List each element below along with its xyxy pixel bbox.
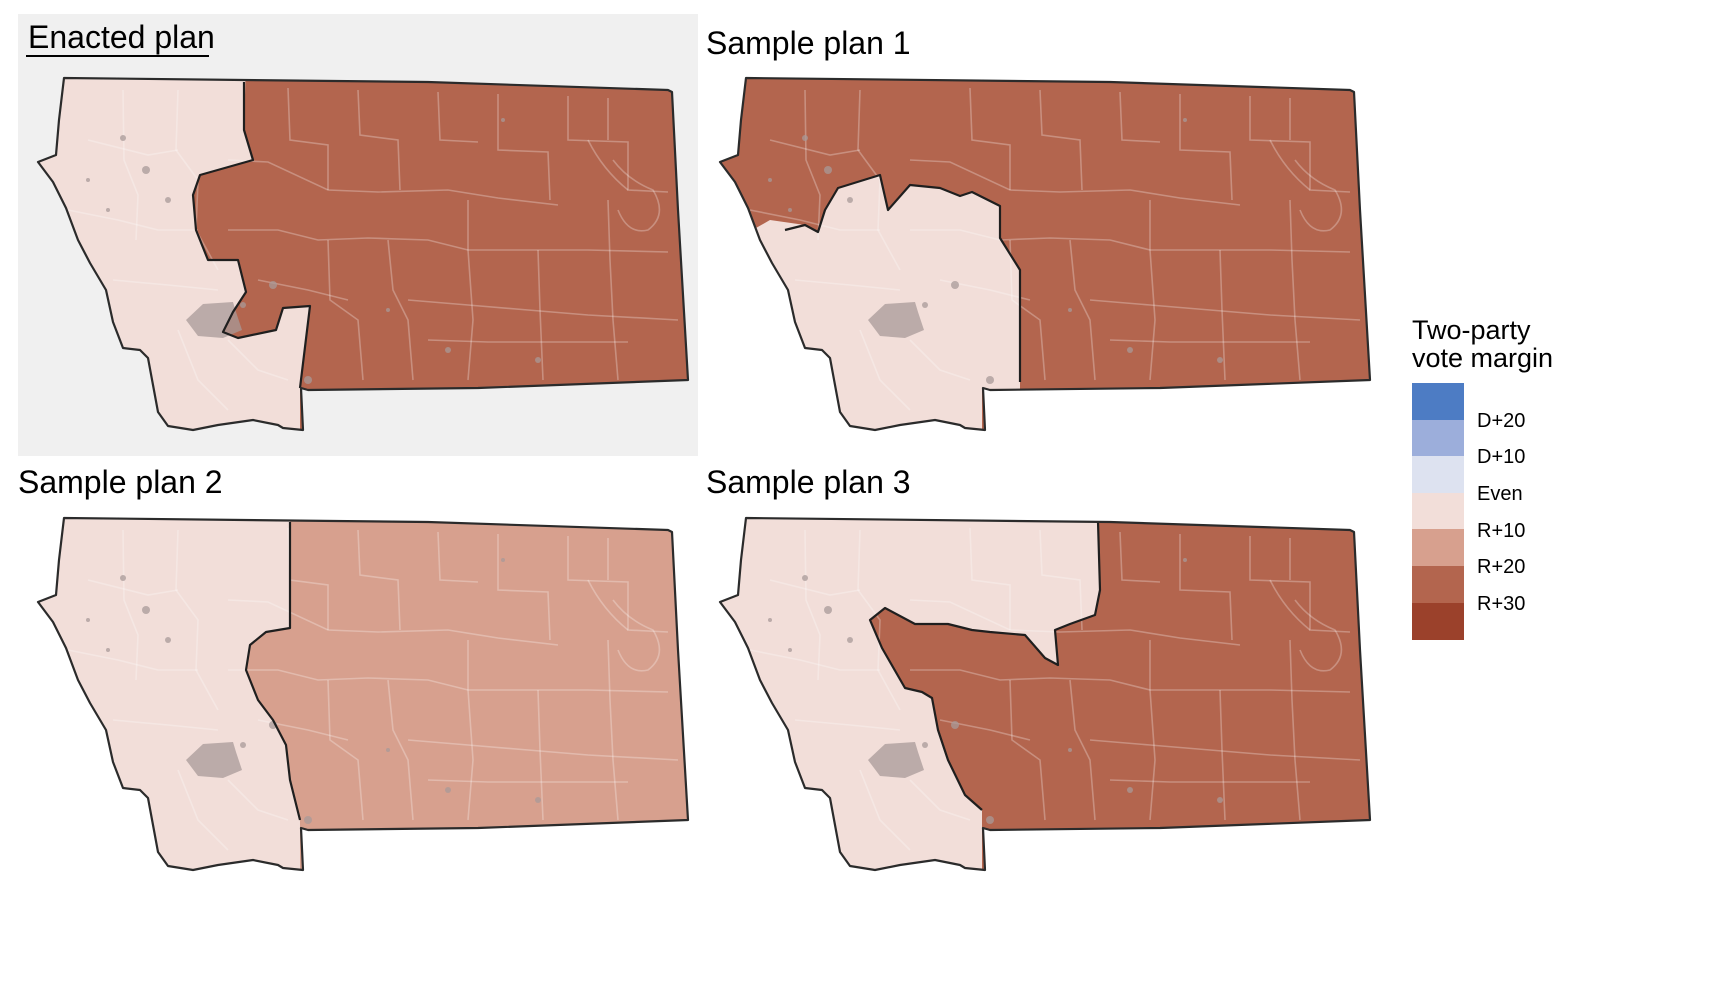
legend-label-r10: R+10 (1477, 520, 1525, 542)
district-east-sample-2 (246, 518, 688, 870)
legend-title-line-1: Two-party (1412, 315, 1531, 345)
district-boundary-sample-3 (868, 521, 1102, 811)
district-south-west-sample-1 (720, 175, 1020, 430)
legend-swatch-d20-d10 (1412, 420, 1464, 456)
legend-swatch-even-r10 (1412, 493, 1464, 529)
panel-title-sample-plan-3: Sample plan 3 (706, 464, 911, 500)
legend-label-d10: D+10 (1477, 446, 1525, 468)
map-sample-plan-1 (718, 76, 1372, 432)
legend-label-r20: R+20 (1477, 556, 1525, 578)
legend-label-r30: R+30 (1477, 593, 1525, 615)
map-sample-plan-2 (36, 516, 690, 872)
legend-label-d20: D+20 (1477, 410, 1525, 432)
legend-title-line-2: vote margin (1412, 343, 1553, 373)
panel-title-enacted-plan: Enacted plan (28, 19, 215, 55)
legend-swatch-r30 (1412, 603, 1464, 640)
panel-title-sample-plan-1: Sample plan 1 (706, 25, 911, 61)
legend-swatch-d30 (1412, 383, 1464, 420)
panel-title-sample-plan-2: Sample plan 2 (18, 464, 223, 500)
legend-swatch-d10-even (1412, 456, 1464, 493)
map-sample-plan-3 (718, 516, 1372, 872)
legend-swatch-r20-r30 (1412, 566, 1464, 603)
legend: Two-party vote margin D+20 D+10 Even R+1… (1412, 315, 1553, 640)
legend-label-even: Even (1477, 483, 1523, 505)
district-boundary-sample-1 (784, 173, 1022, 382)
legend-swatch-r10-r20 (1412, 529, 1464, 566)
district-boundary-sample-2 (244, 522, 302, 821)
district-boundary-enacted (191, 82, 312, 389)
